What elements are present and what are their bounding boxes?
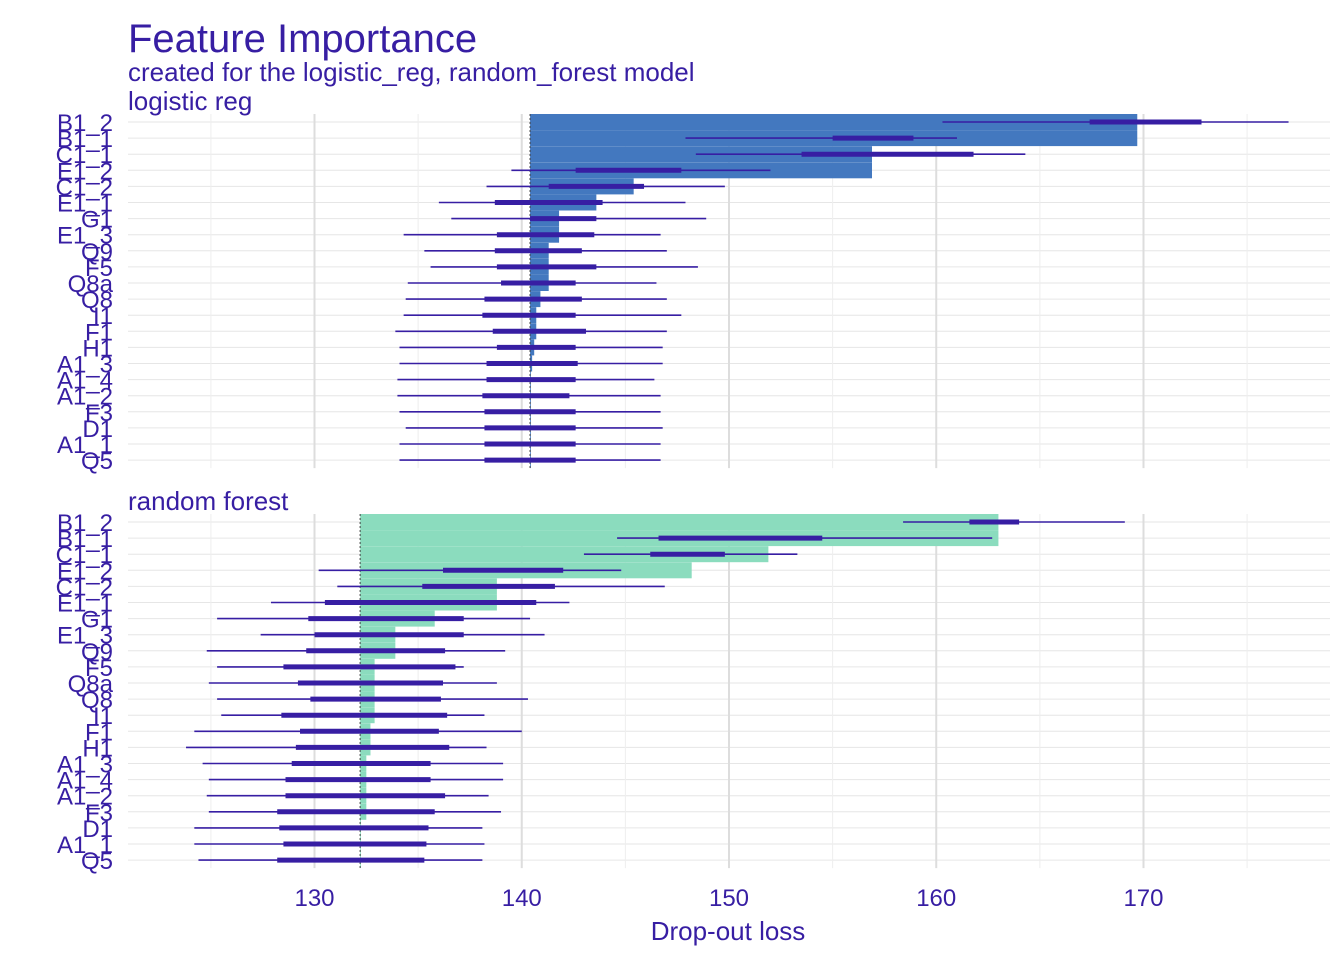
x-tick-label: 130 <box>294 885 334 912</box>
panels: logistic regB1_2B1_1C1_1E1_2C1_2E1_1G1E1… <box>56 86 1330 875</box>
feature-label: B1_1 <box>57 126 113 153</box>
feature-label: I1 <box>93 703 113 730</box>
feature-label: A1_1 <box>57 832 113 859</box>
feature-label: A1_3 <box>57 352 113 379</box>
bar-C1-1 <box>360 546 769 563</box>
feature-label: A1_2 <box>57 784 113 811</box>
feature-label: F3 <box>85 800 113 827</box>
feature-label: E1_3 <box>57 223 113 250</box>
x-tick-label: 160 <box>916 885 956 912</box>
feature-label: F1 <box>85 319 113 346</box>
feature-label: C1_1 <box>56 542 113 569</box>
feature-label: F5 <box>85 255 113 282</box>
panel-label: logistic reg <box>128 86 252 116</box>
bar-B1-2 <box>360 514 999 530</box>
feature-label: E1_2 <box>57 558 113 585</box>
feature-label: A1_4 <box>57 768 113 795</box>
feature-label: Q5 <box>81 848 113 875</box>
x-tick-label: 140 <box>502 885 542 912</box>
feature-label: G1 <box>81 607 113 634</box>
panel-label: random forest <box>128 486 289 516</box>
feature-label: A1_3 <box>57 752 113 779</box>
feature-label: E1_1 <box>57 191 113 218</box>
feature-label: F1 <box>85 719 113 746</box>
feature-label: B1_2 <box>57 110 113 137</box>
feature-label: D1 <box>82 416 113 443</box>
chart-subtitle: created for the logistic_reg, random_for… <box>128 57 695 87</box>
feature-label: C1_2 <box>56 574 113 601</box>
feature-label: E1_1 <box>57 591 113 618</box>
feature-label: D1 <box>82 816 113 843</box>
feature-label: B1_1 <box>57 526 113 553</box>
bar-B1-2 <box>530 114 1138 130</box>
panel-logistic-reg: logistic reg B1_2B1_1C1_1E1_2C1_2E1_1G1E1… <box>56 86 1330 475</box>
feature-label: Q8 <box>81 687 113 714</box>
feature-label: Q9 <box>81 639 113 666</box>
feature-label: E1_3 <box>57 623 113 650</box>
feature-label: Q8 <box>81 287 113 314</box>
chart-title: Feature Importance <box>128 17 477 61</box>
feature-label: F3 <box>85 400 113 427</box>
feature-label: A1_1 <box>57 432 113 459</box>
x-axis-label: Drop-out loss <box>651 916 806 946</box>
x-tick-label: 150 <box>709 885 749 912</box>
feature-label: A1_4 <box>57 368 113 395</box>
feature-label: A1_2 <box>57 384 113 411</box>
x-tick-label: 170 <box>1123 885 1163 912</box>
feature-label: I1 <box>93 303 113 330</box>
feature-label: H1 <box>82 335 113 362</box>
feature-label: Q5 <box>81 448 113 475</box>
feature-label: G1 <box>81 207 113 234</box>
feature-label: Q9 <box>81 239 113 266</box>
feature-label: E1_2 <box>57 158 113 185</box>
feature-label: F5 <box>85 655 113 682</box>
feature-label: C1_1 <box>56 142 113 169</box>
feature-label: H1 <box>82 735 113 762</box>
feature-label: Q8a <box>68 671 114 698</box>
panel-random-forest: random forest B1_2B1_1C1_1E1_2C1_2E1_1G1E… <box>56 486 1330 875</box>
x-axis: 130 140 150 160 170 <box>294 885 1163 912</box>
feature-label: C1_2 <box>56 174 113 201</box>
feature-label: Q8a <box>68 271 114 298</box>
feature-label: B1_2 <box>57 510 113 537</box>
